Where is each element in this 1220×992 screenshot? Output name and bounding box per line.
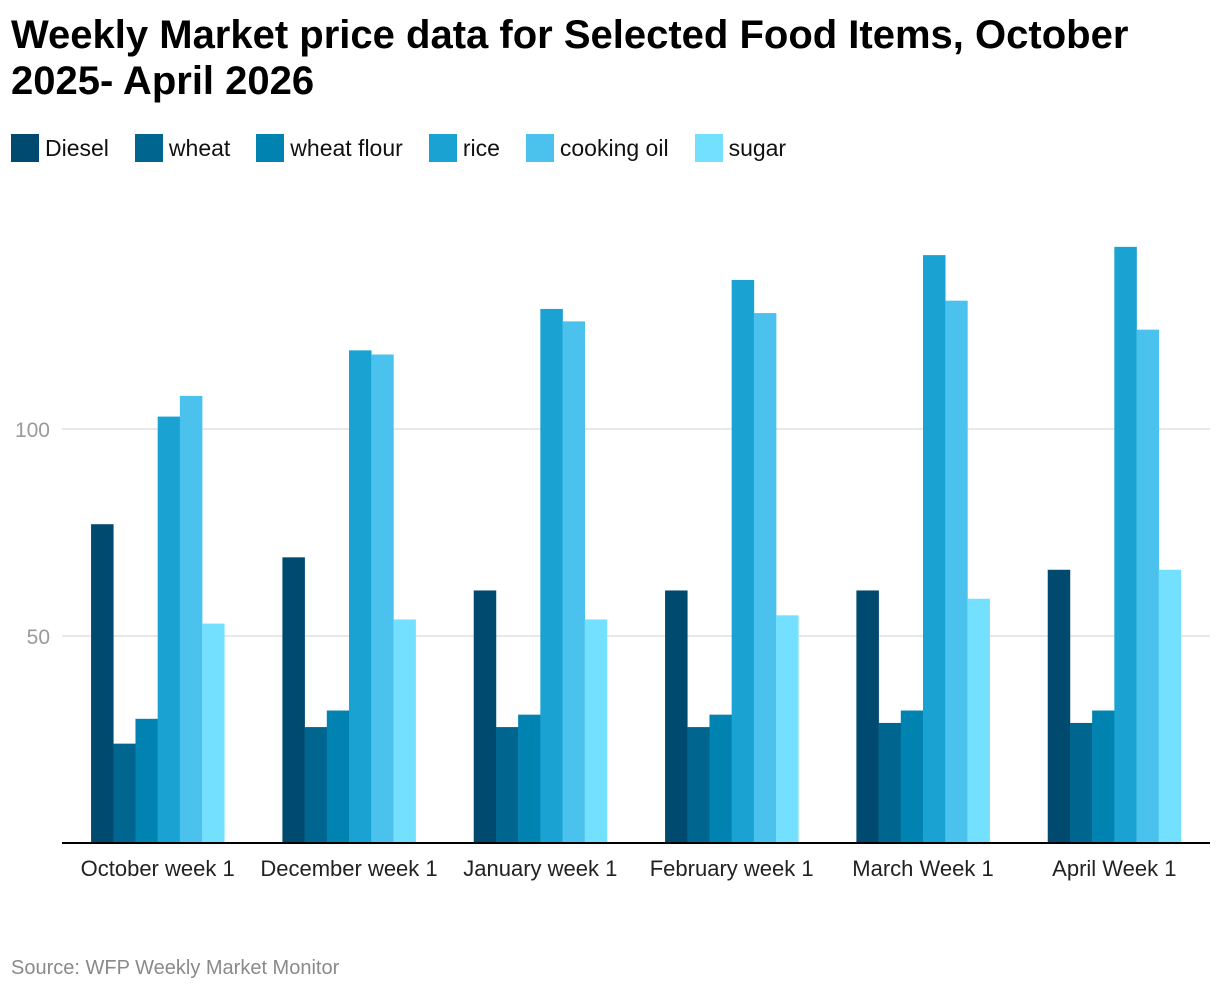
x-tick-label-february-week-1: February week 1 — [650, 856, 814, 881]
legend-item-wheat-flour: wheat flour — [256, 134, 403, 162]
legend-swatch-cooking-oil — [525, 134, 554, 162]
bar-rice-march-week-1 — [923, 255, 946, 843]
bar-diesel-march-week-1 — [856, 590, 879, 843]
bar-wheat-flour-december-week-1 — [326, 710, 350, 843]
legend-label: sugar — [728, 134, 787, 161]
bar-wheat-flour-october-week-1 — [135, 718, 158, 843]
legend-label: rice — [462, 134, 500, 161]
legend-swatch-wheat-flour — [256, 134, 285, 162]
bar-rice-april-week-1 — [1114, 246, 1137, 844]
x-tick-label-october-week-1: October week 1 — [81, 856, 235, 881]
bar-wheat-flour-january-week-1 — [518, 714, 541, 843]
bar-wheat-flour-march-week-1 — [900, 710, 924, 843]
bar-wheat-flour-february-week-1 — [709, 714, 732, 843]
bar-cooking-oil-march-week-1 — [945, 300, 968, 843]
bar-cooking-oil-january-week-1 — [562, 321, 586, 843]
bar-wheat-april-week-1 — [1069, 722, 1093, 843]
y-tick-label: 100 — [15, 419, 50, 442]
bar-wheat-december-week-1 — [304, 727, 328, 843]
bar-sugar-december-week-1 — [393, 619, 416, 843]
legend-label: cooking oil — [559, 134, 669, 161]
chart-legend: Diesel wheat wheat flour rice cooking oil sug… — [11, 132, 786, 164]
bar-sugar-january-week-1 — [584, 619, 608, 843]
bar-wheat-march-week-1 — [878, 722, 902, 843]
legend-swatch-diesel — [11, 134, 39, 162]
bar-diesel-april-week-1 — [1047, 569, 1071, 843]
legend-label: wheat — [168, 134, 231, 161]
bar-sugar-february-week-1 — [776, 615, 799, 843]
x-tick-label-january-week-1: January week 1 — [463, 856, 617, 881]
bar-sugar-april-week-1 — [1158, 569, 1182, 843]
bar-cooking-oil-december-week-1 — [371, 354, 394, 843]
legend-item-rice: rice — [428, 134, 500, 162]
x-tick-label-april-week-1: April Week 1 — [1052, 856, 1176, 881]
bar-cooking-oil-april-week-1 — [1136, 329, 1160, 843]
bar-diesel-january-week-1 — [473, 590, 497, 843]
bar-wheat-january-week-1 — [495, 727, 519, 843]
bar-rice-october-week-1 — [157, 416, 181, 843]
bar-diesel-february-week-1 — [665, 590, 688, 843]
bar-sugar-march-week-1 — [967, 598, 990, 843]
bar-rice-december-week-1 — [349, 350, 372, 843]
legend-label: wheat flour — [290, 134, 403, 161]
y-tick-label: 50 — [27, 626, 50, 649]
bar-wheat-flour-april-week-1 — [1092, 710, 1115, 843]
x-tick-label-march-week-1: March Week 1 — [852, 856, 993, 881]
legend-item-cooking-oil: cooking oil — [525, 134, 669, 162]
legend-swatch-sugar — [694, 134, 723, 162]
bar-wheat-february-week-1 — [687, 727, 710, 843]
bar-cooking-oil-october-week-1 — [179, 395, 203, 843]
legend-item-wheat: wheat — [134, 134, 231, 162]
source-note: Source: WFP Weekly Market Monitor — [11, 957, 340, 979]
legend-swatch-rice — [428, 134, 457, 162]
chart-title: Weekly Market price data for Selected Fo… — [11, 13, 1129, 103]
bar-wheat-october-week-1 — [113, 743, 136, 843]
bar-rice-january-week-1 — [540, 308, 563, 843]
bar-diesel-october-week-1 — [91, 524, 114, 843]
legend-item-diesel: Diesel — [11, 134, 109, 162]
x-tick-label-december-week-1: December week 1 — [260, 856, 437, 881]
legend-swatch-wheat — [134, 134, 163, 162]
bar-diesel-december-week-1 — [282, 557, 305, 843]
legend-item-sugar: sugar — [694, 134, 787, 162]
bar-cooking-oil-february-week-1 — [753, 313, 777, 844]
bar-sugar-october-week-1 — [202, 623, 225, 843]
legend-label: Diesel — [45, 134, 109, 161]
bar-rice-february-week-1 — [731, 279, 755, 844]
